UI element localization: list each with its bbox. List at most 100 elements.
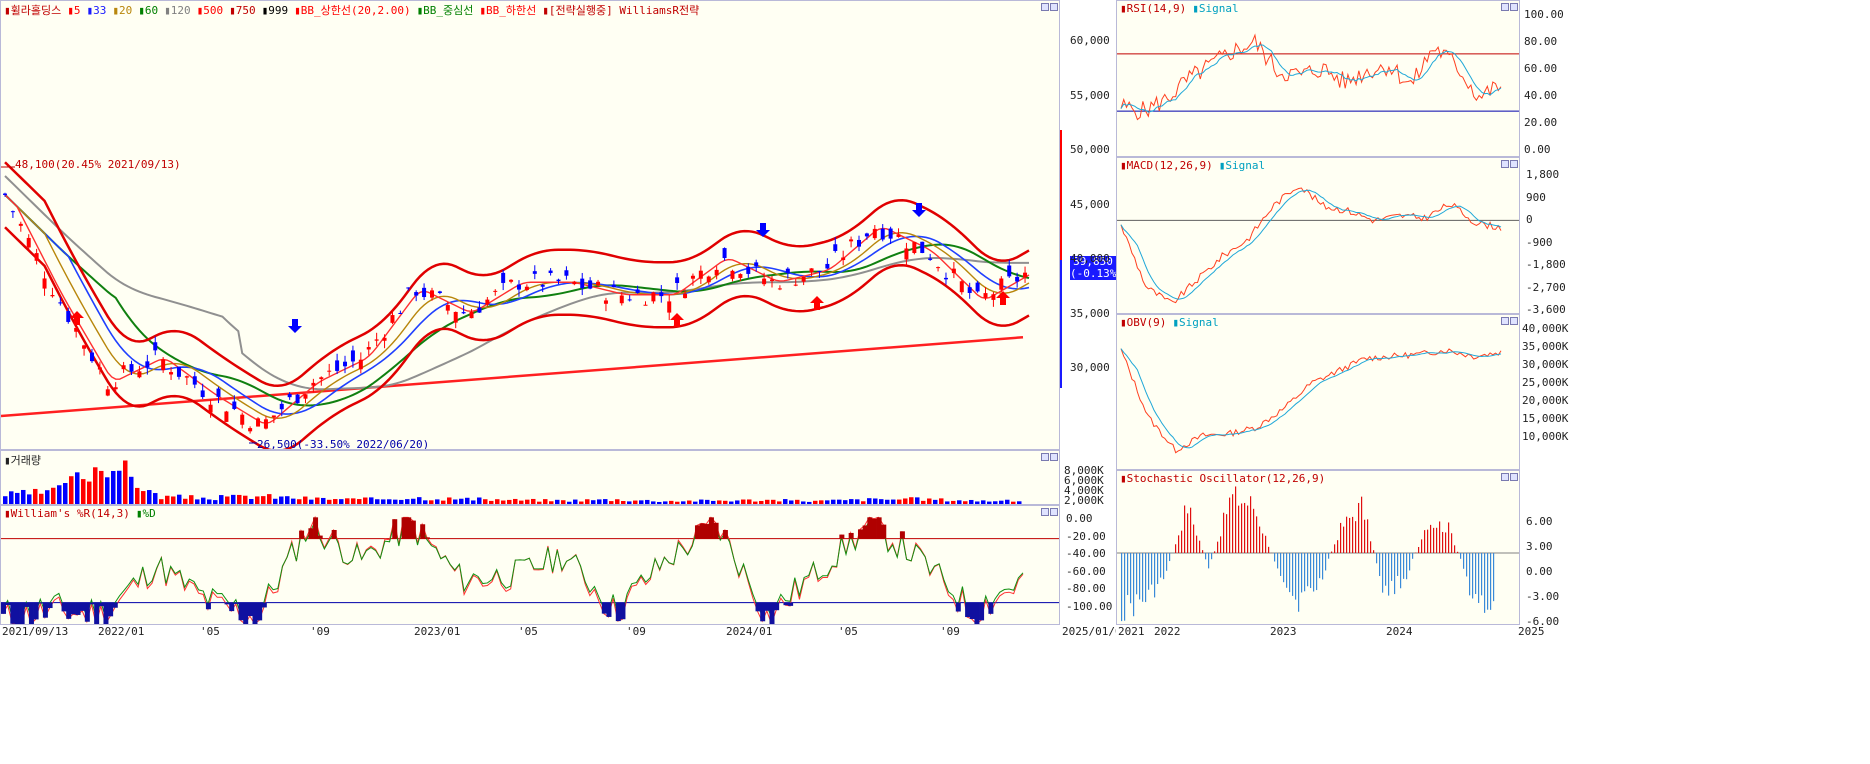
candle-body bbox=[588, 280, 593, 289]
volume-bar bbox=[711, 500, 716, 504]
candle-body bbox=[975, 282, 980, 292]
minimize-icon[interactable] bbox=[1501, 317, 1509, 325]
rsi-pane[interactable]: ▮RSI(14,9) ▮Signal bbox=[1116, 0, 1520, 157]
stoch-bar bbox=[1199, 540, 1201, 553]
volume-bar bbox=[909, 497, 914, 504]
macd-pane-buttons[interactable] bbox=[1501, 160, 1519, 169]
candle-body bbox=[89, 352, 94, 362]
ma60-line bbox=[4, 194, 1030, 407]
candle-body bbox=[390, 315, 395, 323]
stoch-bar bbox=[1340, 522, 1342, 553]
stoch-y-axis: 6.00 3.00 0.00 -3.00 -6.00 bbox=[1520, 470, 1570, 628]
volume-bar bbox=[951, 500, 956, 504]
stoch-bar bbox=[1235, 486, 1237, 553]
oversold-fill bbox=[229, 602, 235, 612]
minimize-icon[interactable] bbox=[1501, 3, 1509, 11]
rsi-pane-buttons[interactable] bbox=[1501, 3, 1519, 12]
stoch-bar bbox=[1148, 553, 1150, 590]
williams-pane-buttons[interactable] bbox=[1041, 508, 1059, 517]
x-tick-label: 2021/09/13 bbox=[2, 625, 69, 638]
maximize-icon[interactable] bbox=[1510, 3, 1518, 11]
y-tick-label: -1,800 bbox=[1526, 258, 1566, 271]
price-pane[interactable]: ▮휠라홀딩스 ▮5 ▮33 ▮20 ▮60 ▮120 ▮500 ▮750 ▮999 ▮BB_상한선… bbox=[0, 0, 1060, 450]
legend-item: ▮[전략실행중] WilliamsR전략 bbox=[542, 4, 700, 17]
maximize-icon[interactable] bbox=[1050, 453, 1058, 461]
volume-bar bbox=[831, 499, 836, 504]
y-tick-label: 60,000 bbox=[1070, 34, 1110, 47]
minimize-icon[interactable] bbox=[1041, 508, 1049, 516]
oversold-fill bbox=[47, 602, 53, 609]
candle-body bbox=[335, 360, 340, 371]
candle-body bbox=[327, 370, 332, 372]
ma120-line bbox=[4, 175, 1030, 391]
macd-chart bbox=[1117, 187, 1519, 304]
oversold-fill bbox=[257, 602, 263, 621]
stoch-pane-buttons[interactable] bbox=[1501, 473, 1519, 482]
candle-body bbox=[777, 288, 782, 290]
volume-bar bbox=[939, 498, 944, 504]
volume-bar bbox=[801, 501, 806, 504]
minimize-icon[interactable] bbox=[1501, 473, 1509, 481]
stoch-bar bbox=[1121, 553, 1123, 622]
volume-bar bbox=[51, 487, 56, 504]
candle-body bbox=[928, 258, 933, 260]
maximize-icon[interactable] bbox=[1050, 3, 1058, 11]
stoch-bar bbox=[1379, 553, 1381, 577]
volume-bar bbox=[273, 498, 278, 504]
y-tick-label: 45,000 bbox=[1070, 197, 1110, 211]
maximize-icon[interactable] bbox=[1510, 317, 1518, 325]
candle-body bbox=[113, 387, 118, 390]
oversold-fill bbox=[238, 602, 244, 621]
williams-chart bbox=[1, 515, 1059, 624]
stoch-bar bbox=[1202, 550, 1204, 553]
overbought-fill bbox=[871, 518, 877, 539]
candle-body bbox=[540, 284, 545, 287]
overbought-fill bbox=[420, 524, 426, 539]
candle-body bbox=[936, 267, 941, 269]
minimize-icon[interactable] bbox=[1041, 3, 1049, 11]
candle-body bbox=[746, 266, 751, 274]
obv-pane-buttons[interactable] bbox=[1501, 317, 1519, 326]
volume-bar bbox=[687, 500, 692, 504]
candle-body bbox=[485, 299, 490, 305]
price-pane-buttons[interactable] bbox=[1041, 3, 1059, 12]
legend-item: ▮60 bbox=[138, 4, 159, 17]
overbought-fill bbox=[722, 530, 728, 539]
candle-body bbox=[374, 339, 379, 341]
maximize-icon[interactable] bbox=[1510, 160, 1518, 168]
williams-title-a: ▮William's %R(14,3) bbox=[4, 507, 130, 520]
obv-pane[interactable]: ▮OBV(9) ▮Signal bbox=[1116, 314, 1520, 470]
y-tick-label: 0.00 bbox=[1066, 512, 1093, 525]
volume-bar bbox=[351, 498, 356, 504]
volume-bar bbox=[315, 497, 320, 504]
volume-bar bbox=[915, 497, 920, 504]
minimize-icon[interactable] bbox=[1501, 160, 1509, 168]
minimize-icon[interactable] bbox=[1041, 453, 1049, 461]
volume-pane[interactable]: ▮거래량 bbox=[0, 450, 1060, 505]
candle-body bbox=[611, 284, 616, 288]
volume-bar bbox=[327, 499, 332, 504]
stoch-bar bbox=[1184, 505, 1186, 553]
maximize-icon[interactable] bbox=[1050, 508, 1058, 516]
overbought-fill bbox=[862, 525, 868, 539]
current-price-box: 39,850 (-0.13%) bbox=[1070, 256, 1123, 280]
x-tick-label: 2024/01 bbox=[726, 625, 773, 638]
stoch-bar bbox=[1217, 541, 1219, 553]
x-tick-label: 2022/01 bbox=[98, 625, 145, 638]
volume-bar bbox=[9, 491, 14, 504]
candle-body bbox=[509, 279, 514, 282]
macd-pane[interactable]: ▮MACD(12,26,9) ▮Signal bbox=[1116, 157, 1520, 314]
stoch-bar bbox=[1412, 553, 1414, 559]
volume-bar bbox=[609, 501, 614, 504]
candle-body bbox=[951, 268, 956, 274]
stoch-bar bbox=[1226, 514, 1228, 553]
volume-bar bbox=[699, 499, 704, 504]
maximize-icon[interactable] bbox=[1510, 473, 1518, 481]
volume-bar bbox=[891, 499, 896, 504]
volume-chart bbox=[3, 460, 1022, 504]
volume-pane-buttons[interactable] bbox=[1041, 453, 1059, 462]
stoch-pane[interactable]: ▮Stochastic Oscillator(12,26,9) bbox=[1116, 470, 1520, 625]
volume-bar bbox=[657, 501, 662, 504]
williams-pane[interactable]: ▮William's %R(14,3) ▮%D bbox=[0, 505, 1060, 625]
stoch-bar bbox=[1136, 553, 1138, 595]
